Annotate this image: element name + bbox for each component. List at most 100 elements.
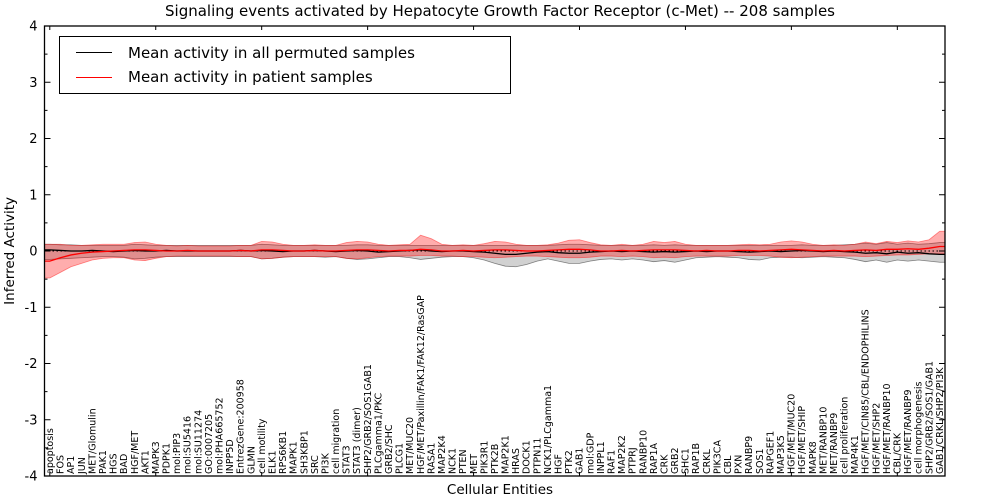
category-label: CBL [723, 455, 734, 474]
legend: Mean activity in all permuted samples Me… [59, 36, 511, 94]
category-label: RAPGEF1 [765, 431, 776, 474]
category-label: PLCG1 [395, 443, 406, 474]
category-label: RASA1 [426, 443, 437, 474]
category-label: NCK1 [448, 448, 459, 474]
category-label: RANBP9 [744, 436, 755, 474]
category-label: STAT3 [342, 445, 353, 474]
plot-frame [43, 25, 946, 477]
category-label: mol:GDP [585, 432, 596, 474]
category-label: INPPL1 [596, 441, 607, 474]
category-label: SOS1 [755, 448, 766, 474]
category-label: mol:SU11274 [193, 410, 204, 474]
category-label: GAB1/CRKL/SHP2/PI3K [935, 367, 946, 474]
category-label: MAP2K4 [437, 435, 448, 474]
bands [44, 230, 946, 279]
category-label: ELK1 [267, 450, 278, 474]
category-label: MET/Glomulin [87, 408, 98, 474]
y-tick-label: 0 [29, 245, 37, 260]
category-label: mol:PHA665752 [215, 397, 226, 474]
mean-lines [44, 245, 945, 262]
category-label: HGF/MET [130, 431, 141, 474]
category-label: MAP2K1 [501, 435, 512, 474]
category-label: INPP5D [225, 439, 236, 474]
category-label: GO:0007205 [204, 414, 215, 474]
category-label: PTPN11 [532, 438, 543, 474]
category-label: MAPK3 [151, 441, 162, 474]
y-tick-label: -4 [25, 470, 38, 485]
category-label: cell morphogenesis [914, 381, 925, 474]
category-label: MAPK1 [289, 441, 300, 474]
category-label: RAP1B [691, 443, 702, 474]
category-label: AP1 [66, 456, 77, 474]
y-tick-label: 2 [29, 132, 37, 147]
axis-ticks: -4 -3 -2 -1 0 1 2 3 4 [25, 20, 945, 485]
category-label: SHP2/GRB2/SOS1GAB1 [363, 364, 374, 474]
category-label: PTPRJ [628, 447, 639, 474]
category-label: PIK3CA [712, 440, 723, 474]
category-label: SH3KBP1 [299, 430, 310, 474]
category-label: GAB1 [575, 448, 586, 474]
category-label: BAD [119, 454, 130, 474]
y-tick-label: 3 [29, 76, 37, 91]
legend-item: Mean activity in all permuted samples [76, 44, 510, 62]
category-label: HGF/MET/RANBP9 [903, 390, 914, 474]
y-axis-label: Inferred Activity [2, 197, 18, 305]
legend-label: Mean activity in all permuted samples [128, 43, 415, 62]
y-tick-label: -3 [25, 413, 38, 428]
category-label: EntrezGene:200958 [236, 379, 247, 474]
category-label: HGF/MET/CIN85/CBL/ENDOPHILINS [861, 309, 872, 474]
category-label: SRC [310, 455, 321, 474]
category-label: PTEN [458, 449, 469, 474]
category-label: RANBP10 [638, 430, 649, 474]
category-label: RAP1A [649, 443, 660, 474]
category-label: HRAS [511, 448, 522, 474]
category-label: cell motility [257, 418, 268, 474]
category-label: GRB2/SHC [384, 424, 395, 474]
category-labels: apoptosis FOS AP1 JUN MET/Glomulin PAK1 HGS BAD… [45, 295, 946, 475]
category-label: STAT3 (dimer) [352, 407, 363, 474]
category-label: PLCgamma1/PKC [373, 392, 384, 474]
category-label: PAK1 [98, 450, 109, 474]
y-tick-label: -2 [25, 357, 38, 372]
legend-line-swatch-patient [76, 76, 112, 78]
y-axis-label-wrap: Inferred Activity [2, 26, 18, 476]
category-label: mol:SU5416 [183, 416, 194, 474]
category-label: CBL/CRK [893, 432, 904, 474]
category-label: MET/RANBP9 [829, 413, 840, 474]
category-label: PTK2B [490, 444, 501, 474]
category-label: MAP2K2 [617, 435, 628, 474]
category-label: JUN [77, 457, 88, 475]
category-label: NCK1/PLCgamma1 [543, 385, 554, 474]
category-label: PXN [734, 455, 745, 474]
y-tick-label: 1 [29, 188, 37, 203]
category-label: RAF1 [606, 450, 617, 474]
category-label: cell migration [331, 409, 342, 474]
legend-line-swatch-permuted [76, 52, 112, 54]
category-label: HGF/MET/Paxillin/FAK1/FAK12/RasGAP [416, 295, 427, 474]
category-label: FOS [56, 455, 67, 474]
category-label: CRKL [702, 449, 713, 474]
category-label: SHP2/GRB2/SOS1/GAB1 [924, 361, 935, 474]
category-label: apoptosis [45, 428, 56, 474]
category-label: cell proliferation [840, 397, 851, 474]
legend-label: Mean activity in patient samples [128, 68, 373, 87]
category-label: GLMN [246, 446, 257, 474]
category-label: HGF/MET/SHIP [797, 406, 808, 474]
category-label: PDPK1 [162, 443, 173, 474]
category-label: MAP4K1 [850, 435, 861, 474]
y-tick-label: 4 [29, 20, 37, 35]
category-label: HGF/MET/MUC20 [787, 394, 798, 474]
category-label: DOCK1 [522, 440, 533, 474]
category-label: RPS6KB1 [278, 431, 289, 474]
category-label: MET [469, 454, 480, 474]
legend-item: Mean activity in patient samples [76, 68, 510, 86]
category-label: PTK2 [564, 450, 575, 474]
category-label: SHC1 [681, 448, 692, 474]
category-label: CRK [659, 454, 670, 474]
category-label: MAP3K5 [776, 435, 787, 474]
category-label: HGF/MET/RANBP10 [882, 383, 893, 474]
category-label: AKT1 [140, 450, 151, 474]
category-label: mol:PIP3 [172, 433, 183, 474]
